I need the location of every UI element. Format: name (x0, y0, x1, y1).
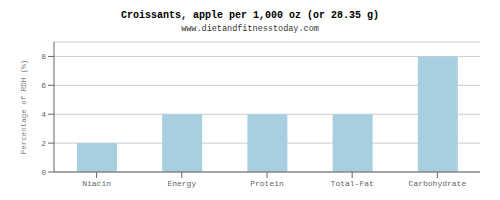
svg-text:Carbohydrate: Carbohydrate (409, 179, 467, 188)
html-text:Croissants, apple per 1,000 oz: Croissants, apple per 1,000 oz (or 28.35… (121, 10, 379, 21)
svg-text:2: 2 (41, 139, 46, 148)
svg-text:Protein: Protein (250, 179, 284, 188)
svg-text:Niacin: Niacin (82, 179, 111, 188)
svg-text:Percentage of RDH (%): Percentage of RDH (%) (20, 60, 28, 155)
svg-text:8: 8 (41, 52, 46, 61)
svg-text:6: 6 (41, 81, 46, 90)
svg-text:0: 0 (41, 168, 46, 177)
html-text:www.dietandfitnesstoday.com: www.dietandfitnesstoday.com (181, 24, 319, 34)
svg-text:4: 4 (41, 110, 46, 119)
svg-text:Total-Fat: Total-Fat (331, 179, 374, 188)
svg-text:Energy: Energy (167, 179, 196, 188)
